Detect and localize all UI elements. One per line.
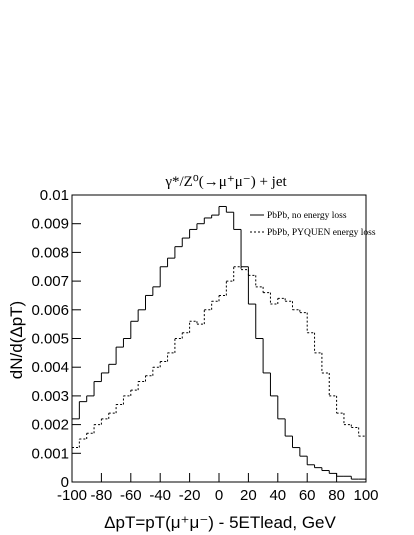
x-axis-label: ΔpT=pT(μ⁺μ⁻) - 5ETlead, GeV	[104, 513, 336, 532]
x-tick-label: 60	[299, 487, 316, 504]
x-tick-label: -60	[120, 487, 142, 504]
legend-label: PbPb, PYQUEN energy loss	[267, 228, 376, 238]
y-tick-label: 0.004	[31, 359, 69, 376]
x-tick-label: 80	[328, 487, 345, 504]
y-tick-label: 0.002	[31, 417, 69, 434]
x-tick-label: -80	[91, 487, 113, 504]
x-tick-label: -40	[149, 487, 171, 504]
y-tick-label: 0	[61, 474, 69, 491]
x-tick-label: 0	[215, 487, 223, 504]
y-tick-label: 0.007	[31, 273, 69, 290]
x-tick-label: -20	[179, 487, 201, 504]
y-tick-label: 0.003	[31, 388, 69, 405]
y-tick-label: 0.006	[31, 302, 69, 319]
x-tick-label: -100	[57, 487, 87, 504]
y-tick-label: 0.005	[31, 331, 69, 348]
chart-title: γ*/Z⁰(→μ⁺μ⁻) + jet	[164, 174, 287, 190]
y-axis-label: dN/d(ΔpT)	[7, 301, 26, 379]
y-tick-label: 0.008	[31, 244, 69, 261]
y-tick-label: 0.001	[31, 445, 69, 462]
legend-label: PbPb, no energy loss	[267, 211, 347, 221]
plot-frame	[71, 194, 367, 483]
x-tick-label: 40	[269, 487, 286, 504]
x-tick-label: 100	[353, 487, 378, 504]
x-tick-label: 20	[240, 487, 257, 504]
y-tick-label: 0.01	[40, 187, 69, 204]
y-tick-label: 0.009	[31, 216, 69, 233]
